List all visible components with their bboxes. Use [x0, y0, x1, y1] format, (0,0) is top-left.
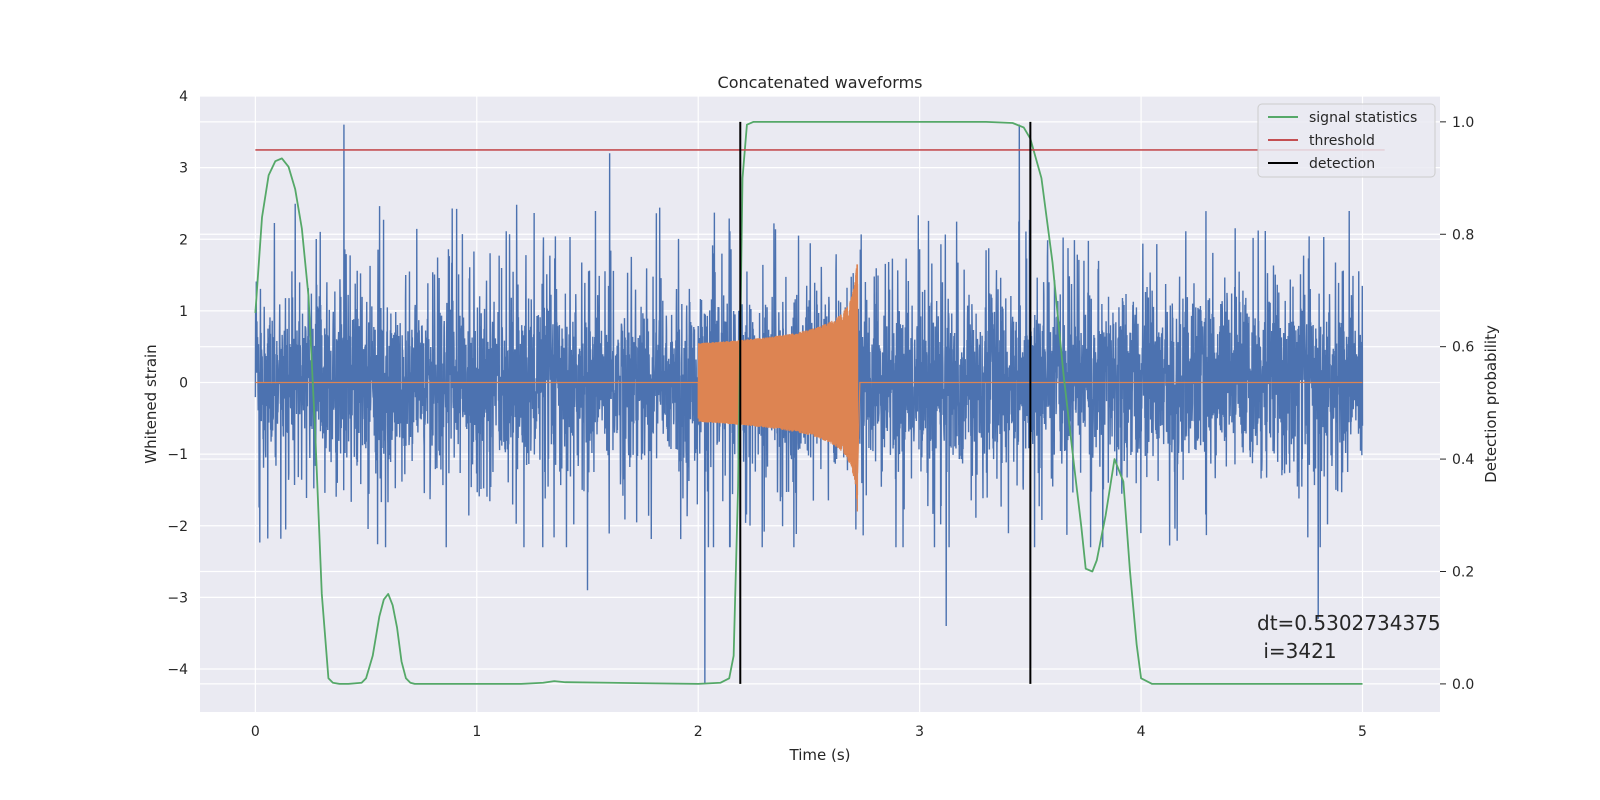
series-signal-statistics-line — [254, 120, 1363, 685]
y-tick-label: 3 — [179, 161, 188, 177]
x-tick-label: 3 — [915, 724, 924, 740]
y-tick-label: 4 — [179, 89, 188, 105]
y-tick-label-right: 0.4 — [1452, 452, 1474, 468]
x-ticks: 0 1 2 3 4 5 — [251, 724, 1367, 740]
y-tick-label-right: 1.0 — [1452, 115, 1474, 131]
legend: signal statistics threshold detection — [1257, 103, 1436, 178]
y-tick-label-right: 0.6 — [1452, 340, 1474, 356]
y-ticks-left: −4 −3 −2 −1 0 1 2 3 4 — [167, 89, 188, 678]
y-tick-label-right: 0.8 — [1452, 227, 1474, 243]
annotation-i: i=3421 — [1257, 639, 1337, 663]
y-axis-label-right: Detection probability — [1482, 325, 1500, 483]
series-layer — [254, 120, 1385, 685]
y-tick-label-right: 0.2 — [1452, 564, 1474, 580]
x-tick-label: 0 — [251, 724, 260, 740]
legend-label-signal-statistics: signal statistics — [1309, 110, 1417, 126]
y-tick-label: −2 — [167, 519, 188, 535]
y-tick-label: 1 — [179, 304, 188, 320]
y-tick-label: −4 — [167, 662, 188, 678]
y-tick-label: −3 — [167, 590, 188, 606]
y-tick-label: 2 — [179, 232, 188, 248]
chart-title: Concatenated waveforms — [718, 73, 923, 92]
x-tick-label: 1 — [472, 724, 481, 740]
y-axis-label: Whitened strain — [142, 344, 160, 463]
x-tick-label: 2 — [694, 724, 703, 740]
y-tick-label: 0 — [179, 376, 188, 392]
annotation-dt: dt=0.5302734375 — [1257, 611, 1441, 635]
series-chirp-line — [255, 264, 1363, 512]
y-tick-label: −1 — [167, 447, 188, 463]
y-ticks-right: 0.0 0.2 0.4 0.6 0.8 1.0 — [1440, 115, 1474, 693]
x-axis-label: Time (s) — [789, 746, 851, 764]
legend-label-threshold: threshold — [1309, 133, 1375, 149]
x-tick-label: 5 — [1358, 724, 1367, 740]
y-tick-label-right: 0.0 — [1452, 677, 1474, 693]
legend-box — [1257, 103, 1436, 178]
x-tick-label: 4 — [1137, 724, 1146, 740]
legend-label-detection: detection — [1309, 156, 1375, 172]
